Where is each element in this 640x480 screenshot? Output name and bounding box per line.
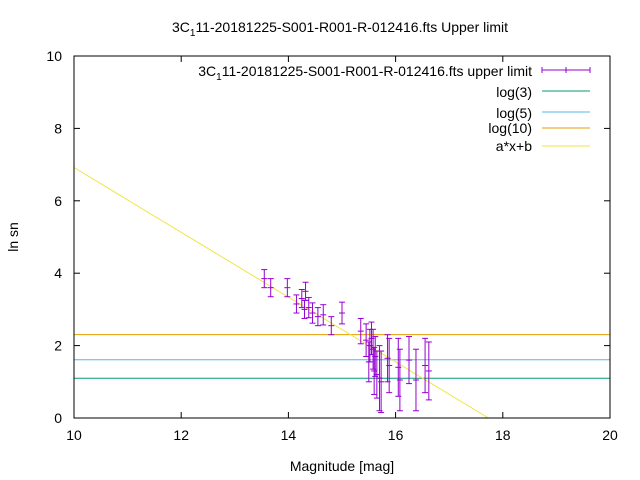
errorbar-point: [305, 296, 312, 319]
errorbar-point: [302, 281, 309, 301]
errorbar-point: [425, 341, 432, 401]
axis-ticks: 10 12 14 16 18 20 0 2 4 6 8 10: [46, 48, 618, 443]
errorbar-point: [372, 336, 379, 377]
legend-label-data-subscript: 1: [216, 72, 222, 83]
y-tick-label: 0: [54, 410, 62, 426]
errorbar-point: [301, 299, 308, 319]
legend-label-fit: a*x+b: [496, 138, 532, 154]
y-tick-label: 4: [54, 265, 62, 281]
legend-label-data-rest: 11-20181225-S001-R001-R-012416.fts upper…: [222, 63, 532, 79]
errorbar-point: [373, 350, 380, 399]
x-axis-label: Magnitude [mag]: [290, 458, 394, 474]
errorbar-point: [363, 323, 370, 357]
chart-title-prefix: 3C: [172, 19, 190, 35]
x-tick-label: 10: [66, 427, 82, 443]
errorbar-point: [357, 317, 364, 345]
fit-line: [73, 167, 489, 419]
plot-frame: [73, 55, 611, 419]
errorbar-point: [309, 302, 316, 324]
errorbar-point: [314, 307, 321, 327]
y-tick-label: 2: [54, 338, 62, 354]
plot-lines: [73, 167, 610, 419]
errorbar-point: [339, 301, 345, 325]
errorbar-point: [412, 348, 419, 412]
errorbar-point: [386, 337, 393, 394]
y-tick-label: 8: [54, 120, 62, 136]
x-tick-label: 18: [495, 427, 511, 443]
errorbar-series: [261, 269, 432, 414]
errorbar-point: [267, 278, 274, 298]
legend: 3C111-20181225-S001-R001-R-012416.fts up…: [198, 63, 591, 154]
legend-label-data-prefix: 3C: [198, 63, 216, 79]
errorbar-point: [371, 346, 378, 395]
errorbar-point: [422, 337, 429, 394]
x-tick-label: 16: [388, 427, 404, 443]
errorbar-point: [261, 269, 268, 289]
errorbar-point: [320, 304, 327, 326]
y-tick-label: 10: [46, 48, 62, 64]
errorbar-point: [293, 294, 300, 314]
x-tick-label: 20: [602, 427, 618, 443]
legend-label-log3: log(3): [496, 84, 532, 100]
errorbar-point: [328, 316, 335, 336]
x-tick-label: 12: [173, 427, 189, 443]
chart-title: 3C111-20181225-S001-R001-R-012416.fts Up…: [172, 19, 508, 39]
errorbar-point: [396, 348, 403, 412]
legend-label-data: 3C111-20181225-S001-R001-R-012416.fts up…: [198, 63, 532, 83]
errorbar-point: [298, 288, 305, 309]
errorbar-point: [284, 278, 291, 298]
errorbar-point: [406, 336, 412, 385]
chart-title-rest: 11-20181225-S001-R001-R-012416.fts Upper…: [195, 19, 508, 35]
y-axis-label: ln sn: [5, 222, 21, 252]
x-tick-label: 14: [281, 427, 297, 443]
legend-label-log10: log(10): [488, 120, 532, 136]
errorbar-point: [378, 350, 385, 414]
legend-label-log5: log(5): [496, 105, 532, 121]
chart-title-subscript: 1: [190, 28, 196, 39]
y-tick-label: 6: [54, 193, 62, 209]
